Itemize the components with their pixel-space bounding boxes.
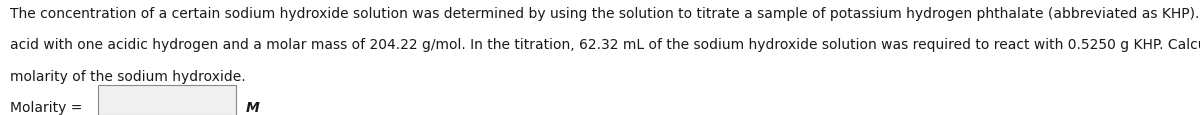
- Text: Molarity =: Molarity =: [10, 100, 82, 114]
- FancyBboxPatch shape: [98, 85, 236, 115]
- Text: molarity of the sodium hydroxide.: molarity of the sodium hydroxide.: [10, 69, 245, 83]
- Text: M: M: [246, 100, 259, 114]
- Text: acid with one acidic hydrogen and a molar mass of 204.22 g/mol. In the titration: acid with one acidic hydrogen and a mola…: [10, 38, 1200, 52]
- Text: The concentration of a certain sodium hydroxide solution was determined by using: The concentration of a certain sodium hy…: [10, 7, 1200, 21]
